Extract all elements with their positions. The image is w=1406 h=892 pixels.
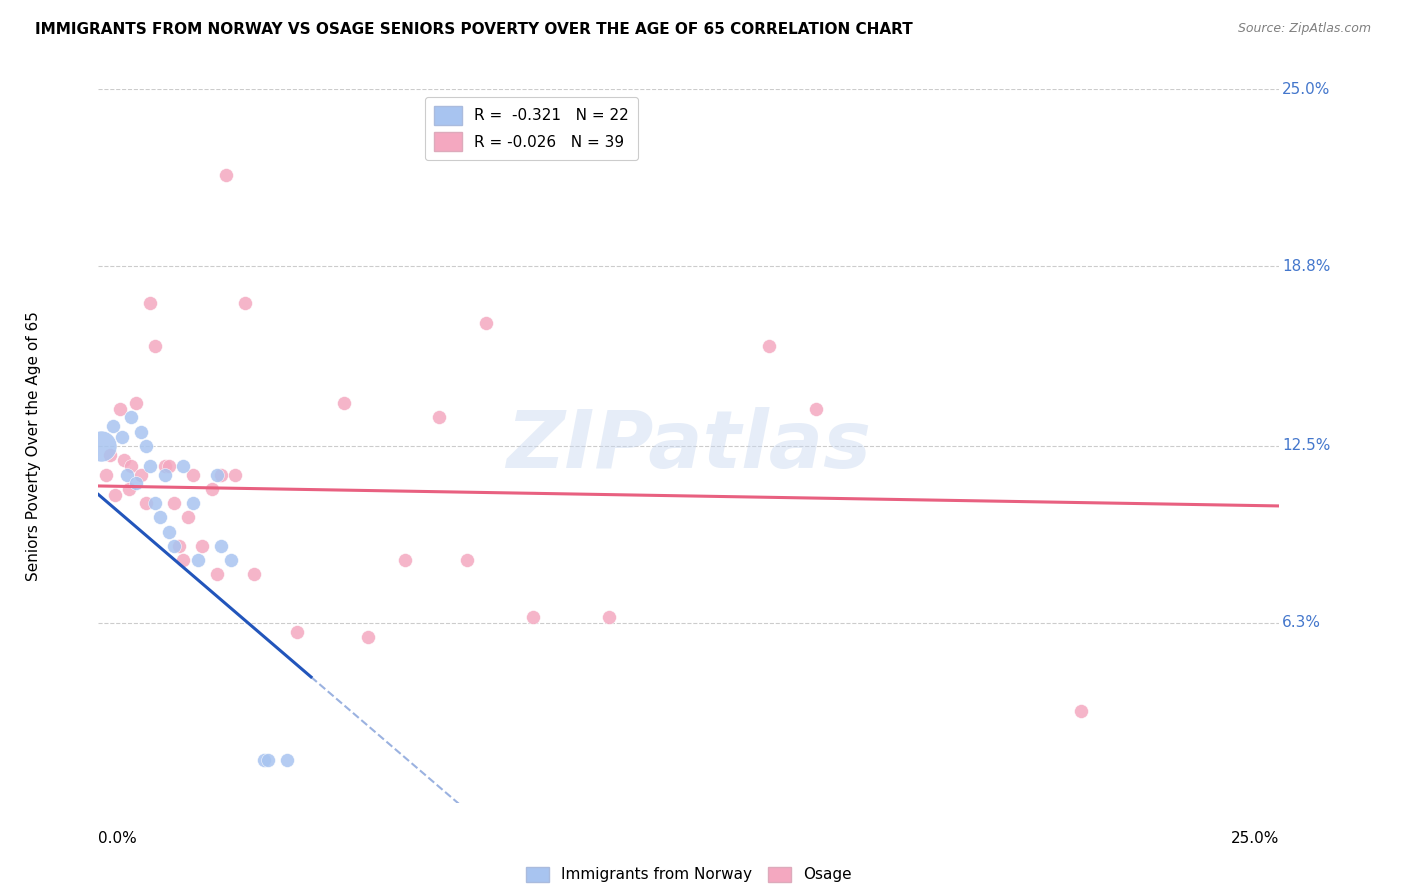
Point: [233, 296, 256, 310]
Point: [205, 467, 228, 482]
Point: [177, 510, 200, 524]
Point: [191, 539, 214, 553]
Point: [121, 410, 143, 425]
Point: [598, 610, 620, 624]
Point: [167, 539, 190, 553]
Point: [181, 467, 204, 482]
Point: [143, 496, 166, 510]
Point: [172, 458, 194, 473]
Point: [90, 439, 112, 453]
Legend: Immigrants from Norway, Osage: Immigrants from Norway, Osage: [520, 861, 858, 888]
Point: [94, 467, 117, 482]
Point: [139, 458, 162, 473]
Point: [149, 510, 172, 524]
Point: [276, 753, 298, 767]
Point: [253, 753, 276, 767]
Point: [201, 482, 224, 496]
Point: [1070, 705, 1092, 719]
Point: [135, 496, 157, 510]
Point: [758, 339, 780, 353]
Point: [172, 553, 194, 567]
Point: [257, 753, 280, 767]
Point: [115, 467, 138, 482]
Point: [143, 339, 166, 353]
Point: [129, 467, 152, 482]
Point: [333, 396, 356, 410]
Text: 25.0%: 25.0%: [1282, 82, 1330, 96]
Point: [104, 487, 127, 501]
Point: [806, 401, 828, 416]
Point: [163, 496, 186, 510]
Point: [101, 419, 124, 434]
Point: [456, 553, 478, 567]
Point: [394, 553, 416, 567]
Point: [153, 467, 176, 482]
Point: [153, 458, 176, 473]
Point: [475, 316, 498, 330]
Point: [135, 439, 157, 453]
Point: [163, 539, 186, 553]
Point: [522, 610, 544, 624]
Point: [427, 410, 450, 425]
Point: [215, 168, 238, 182]
Point: [157, 458, 180, 473]
Point: [209, 539, 232, 553]
Point: [209, 467, 232, 482]
Text: 12.5%: 12.5%: [1282, 439, 1330, 453]
Point: [98, 448, 121, 462]
Point: [125, 396, 148, 410]
Point: [129, 425, 152, 439]
Point: [139, 296, 162, 310]
Point: [157, 524, 180, 539]
Point: [187, 553, 209, 567]
Point: [112, 453, 135, 467]
Point: [125, 476, 148, 491]
Text: 18.8%: 18.8%: [1282, 259, 1330, 274]
Point: [224, 467, 246, 482]
Point: [181, 496, 204, 510]
Text: 0.0%: 0.0%: [98, 831, 138, 847]
Text: 6.3%: 6.3%: [1282, 615, 1320, 631]
Point: [118, 482, 141, 496]
Point: [111, 430, 134, 444]
Text: IMMIGRANTS FROM NORWAY VS OSAGE SENIORS POVERTY OVER THE AGE OF 65 CORRELATION C: IMMIGRANTS FROM NORWAY VS OSAGE SENIORS …: [35, 22, 912, 37]
Point: [243, 567, 266, 582]
Point: [205, 567, 228, 582]
Point: [219, 553, 242, 567]
Point: [121, 458, 143, 473]
Point: [357, 630, 380, 644]
Text: 25.0%: 25.0%: [1232, 831, 1279, 847]
Point: [285, 624, 308, 639]
Text: Source: ZipAtlas.com: Source: ZipAtlas.com: [1237, 22, 1371, 36]
Text: Seniors Poverty Over the Age of 65: Seniors Poverty Over the Age of 65: [25, 311, 41, 581]
Point: [108, 401, 131, 416]
Text: ZIPatlas: ZIPatlas: [506, 407, 872, 485]
